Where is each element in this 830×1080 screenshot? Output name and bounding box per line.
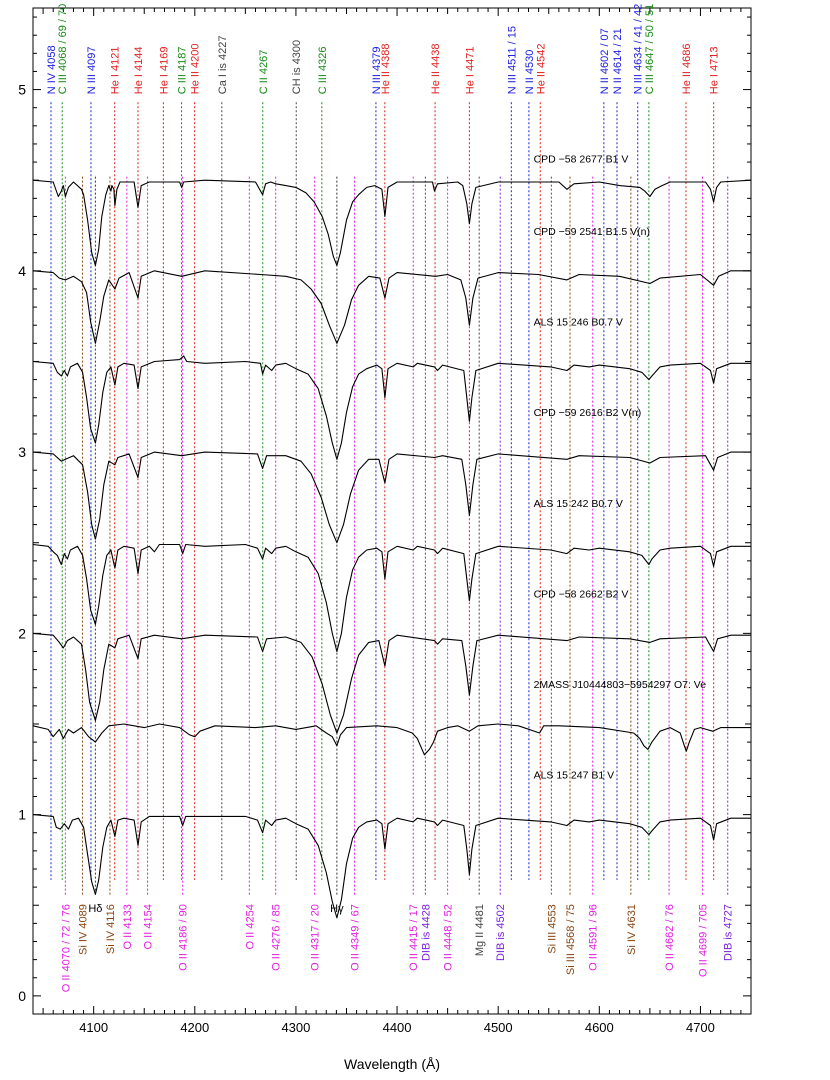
bottom-line-label: Si III 4553: [546, 904, 558, 954]
spectrum-line: [32, 723, 751, 756]
bottom-line-label: O II 4133: [122, 904, 134, 949]
bottom-line-label: O II 4254: [244, 904, 256, 949]
axis-layer: 4100 4200 4300 4400 4500 4600 4700 0 1 2 3 4 5: [18, 8, 752, 1035]
spectrum-label: CPD −59 2541 B1.5 V(n): [534, 226, 650, 238]
top-line-label: N III 4634 / 41 / 42: [633, 4, 645, 95]
bottom-line-label: O II 4591 / 96: [588, 904, 600, 971]
top-line-label: C III 4326: [317, 47, 329, 95]
bottom-line-label: Mg II 4481: [474, 904, 486, 956]
bottom-line-label: O II 4154: [143, 904, 155, 949]
spectrum-label: CPD −58 2677 B1 V: [534, 153, 629, 165]
top-line-label: He I 4169: [158, 47, 170, 95]
x-tick-label: 4400: [383, 1020, 412, 1035]
y-tick-label: 2: [18, 625, 26, 641]
top-line-label: N II 4602 / 07: [599, 28, 611, 94]
top-line-label: He I 4471: [464, 47, 476, 95]
spectrum-line: [32, 632, 751, 734]
line-marker-layer: [50, 102, 729, 897]
spectrum-label: ALS 15 247 B1 V: [534, 770, 615, 782]
bottom-line-label: DIB is 4727: [723, 904, 735, 961]
y-tick-label: 0: [18, 988, 26, 1004]
bottom-line-label: O II 4276 / 85: [271, 904, 283, 971]
top-line-label: N II 4530: [524, 50, 536, 95]
x-tick-label: 4700: [686, 1020, 715, 1035]
x-axis-label: Wavelength (Å): [344, 1056, 440, 1072]
bottom-line-label: DIB is 4502: [495, 904, 507, 961]
top-line-label: He I 4121: [110, 47, 122, 95]
top-line-label: Ca I is 4227: [217, 36, 229, 95]
top-line-label: N II 4614 / 21: [612, 28, 624, 94]
top-line-label: N IV 4058: [46, 45, 58, 94]
x-tick-label: 4600: [585, 1020, 614, 1035]
bottom-line-label: Si IV 4089: [77, 904, 89, 955]
bottom-line-label: O II 4662 / 76: [664, 904, 676, 971]
spectrum-line: [32, 179, 752, 266]
top-line-label: He II 4686: [681, 43, 693, 94]
spectrum-line: [32, 814, 751, 919]
top-line-label: N III 4379: [371, 47, 383, 95]
spectrum-line: [32, 451, 751, 544]
top-line-label: C III 4068 / 69 / 70: [57, 4, 69, 95]
bottom-line-label: DIB is 4428: [420, 904, 432, 961]
y-tick-label: 3: [18, 444, 26, 460]
bottom-line-label: O II 4349 / 67: [350, 904, 362, 971]
line-label-layer: N IV 4058 C III 4068 / 69 / 70 N III 4097 H…: [46, 4, 735, 993]
x-tick-label: 4500: [484, 1020, 513, 1035]
top-line-label: N III 4511 / 15: [506, 26, 518, 94]
top-line-label: He I 4144: [133, 47, 145, 95]
spectrum-line: [32, 355, 751, 460]
balmer-line-label: Hδ: [88, 903, 102, 915]
top-line-label: He II 4438: [430, 43, 442, 94]
y-tick-label: 4: [18, 263, 26, 279]
top-line-label: C III 4647 / 50 / 51: [644, 4, 656, 95]
top-line-label: C II 4267: [258, 50, 270, 95]
bottom-line-label: O II 4317 / 20: [310, 904, 322, 971]
spectrum-label: CPD −59 2616 B2 V(n): [534, 407, 642, 419]
x-tick-label: 4100: [79, 1020, 108, 1035]
x-tick-label: 4200: [180, 1020, 209, 1035]
bottom-line-label: O II 4699 / 705: [697, 904, 709, 977]
spectrum-label: CPD −58 2662 B2 V: [534, 588, 629, 600]
spectrum-line: [32, 270, 751, 344]
top-line-label: He II 4388: [380, 43, 392, 94]
balmer-line-label: Hγ: [330, 903, 344, 915]
top-line-label: CH is 4300: [291, 40, 303, 94]
spectrum-label: 2MASS J10444803−5954297 O7: Ve: [534, 679, 707, 691]
y-tick-label: 1: [18, 807, 26, 823]
top-line-label: He II 4200: [190, 43, 202, 94]
x-tick-label: 4300: [281, 1020, 310, 1035]
bottom-line-label: O II 4186 / 90: [178, 904, 190, 971]
bottom-line-label: Si IV 4631: [626, 904, 638, 955]
bottom-line-label: Si III 4568 / 75: [565, 904, 577, 975]
spectrum-label: ALS 15 242 B0.7 V: [534, 498, 623, 510]
top-line-label: He II 4542: [535, 43, 547, 94]
y-tick-label: 5: [18, 82, 26, 98]
bottom-line-label: O II 4070 / 72 / 76: [60, 904, 72, 992]
top-line-label: C III 4187: [177, 47, 189, 95]
bottom-line-label: Si IV 4116: [105, 904, 117, 954]
bottom-line-label: O II 4448 / 52: [443, 904, 455, 971]
top-line-label: N III 4097: [86, 47, 98, 95]
spectra-layer: [32, 179, 752, 919]
spectrum-label: ALS 15 246 B0.7 V: [534, 317, 623, 329]
plot-frame: [32, 7, 752, 1015]
bottom-line-label: O II 4415 / 17: [408, 904, 420, 971]
spectrum-line: [32, 543, 751, 653]
top-line-label: He I 4713: [709, 47, 721, 95]
